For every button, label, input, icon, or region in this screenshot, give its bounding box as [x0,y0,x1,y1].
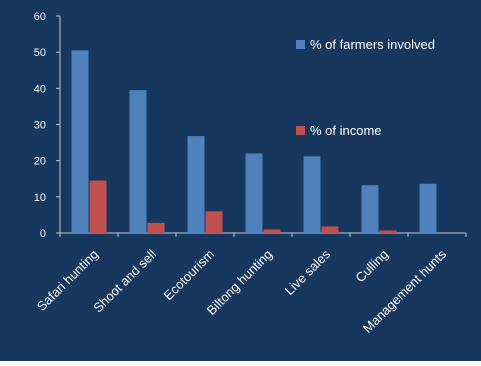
bar-income [147,222,165,233]
y-tick-label: 0 [40,228,46,240]
bar-income [321,226,339,233]
bar-farmers-involved [419,183,437,233]
y-tick-label: 30 [34,120,46,132]
bar-income [89,180,107,233]
bar-farmers-involved [187,136,205,233]
bar-farmers-involved [129,90,147,234]
bar-farmers-involved [303,156,321,233]
legend-swatch [296,126,305,135]
legend-label: % of income [310,123,382,138]
y-tick-label: 10 [34,192,46,204]
bar-income [263,229,281,233]
bar-income [379,230,397,233]
bar-income [205,211,223,233]
y-tick-label: 60 [34,11,46,23]
y-tick-label: 40 [34,83,46,95]
legend-swatch [296,40,305,49]
y-tick-label: 50 [34,47,46,59]
legend-label: % of farmers involved [310,37,435,52]
bar-farmers-involved [71,50,89,233]
bar-farmers-involved [245,153,263,233]
bar-farmers-involved [361,185,379,233]
y-tick-label: 20 [34,156,46,168]
